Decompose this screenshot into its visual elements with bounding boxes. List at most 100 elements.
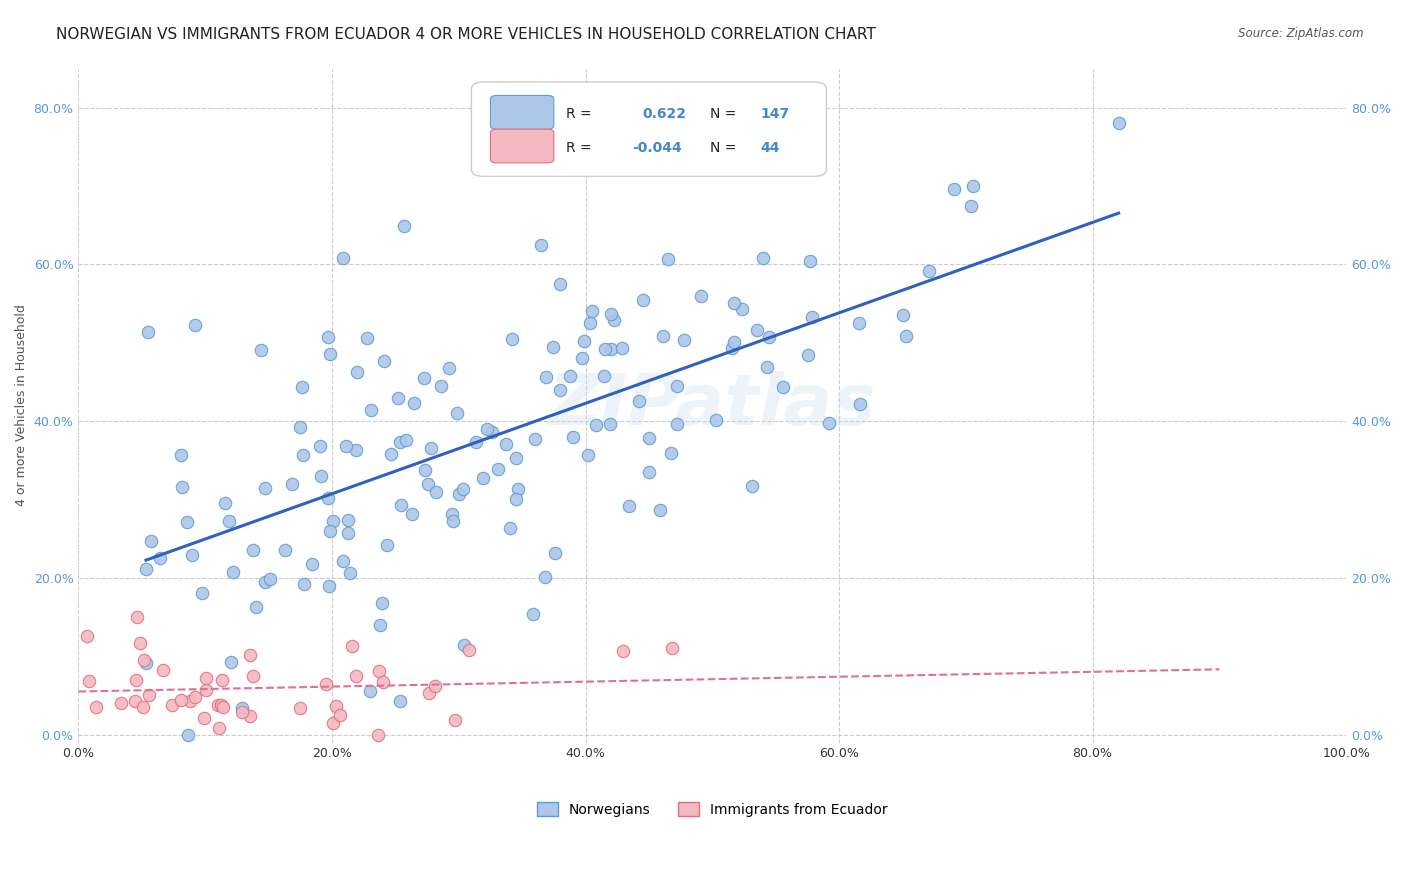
Point (475, 422, 498, 436)
Point (395, 434, 418, 448)
Text: 44: 44 (761, 141, 780, 155)
Point (291, 448, 314, 462)
Point (665, 378, 688, 392)
Point (253, 574, 276, 589)
Point (316, 491, 339, 505)
Point (170, 480, 193, 494)
Point (444, 714, 467, 728)
Point (288, 701, 311, 715)
Point (84, 699, 107, 714)
Point (239, 709, 262, 723)
Point (136, 325, 159, 339)
Point (219, 655, 242, 669)
FancyBboxPatch shape (491, 129, 554, 163)
Point (231, 700, 253, 714)
Point (571, 351, 593, 365)
Point (457, 643, 479, 657)
Point (375, 538, 398, 552)
Text: Source: ZipAtlas.com: Source: ZipAtlas.com (1239, 27, 1364, 40)
Point (848, 316, 870, 330)
Point (207, 698, 229, 712)
Point (373, 354, 395, 368)
Point (498, 521, 520, 535)
Point (209, 698, 232, 713)
Point (152, 663, 174, 677)
Text: 147: 147 (761, 107, 790, 121)
Point (638, 431, 661, 445)
Point (576, 448, 599, 462)
Point (274, 542, 297, 557)
Point (193, 711, 215, 725)
Point (446, 406, 468, 420)
Point (447, 487, 470, 501)
Point (291, 380, 314, 394)
Text: N =: N = (710, 141, 737, 155)
Point (651, 328, 673, 343)
Point (380, 447, 402, 461)
Point (332, 252, 354, 266)
Point (339, 566, 361, 581)
Point (170, 693, 193, 707)
Point (579, 316, 602, 330)
Point (797, 348, 820, 362)
Point (77, 674, 100, 689)
Point (508, 483, 530, 497)
Point (756, 360, 779, 375)
Point (214, 496, 236, 510)
Point (548, 383, 571, 397)
Point (599, 417, 621, 431)
Point (110, 697, 132, 711)
Point (125, 610, 148, 624)
Point (574, 334, 596, 348)
Point (648, 503, 671, 517)
Text: NORWEGIAN VS IMMIGRANTS FROM ECUADOR 4 OR MORE VEHICLES IN HOUSEHOLD CORRELATION: NORWEGIAN VS IMMIGRANTS FROM ECUADOR 4 O… (56, 27, 876, 42)
Point (603, 312, 626, 326)
Point (242, 669, 264, 683)
Point (730, 302, 752, 317)
Point (180, 548, 202, 562)
Point (418, 685, 440, 699)
Point (627, 394, 650, 409)
Point (891, 308, 914, 322)
Point (250, 343, 273, 358)
Point (752, 252, 775, 266)
Point (184, 690, 207, 705)
Point (610, 341, 633, 355)
FancyBboxPatch shape (471, 82, 827, 177)
Point (534, 570, 557, 584)
Point (322, 514, 344, 528)
Point (672, 333, 695, 347)
Point (441, 514, 464, 528)
Point (218, 514, 240, 528)
Point (360, 402, 382, 417)
Point (619, 499, 641, 513)
Point (690, 289, 713, 303)
Point (290, 420, 312, 434)
Point (344, 442, 367, 457)
Point (423, 680, 446, 694)
Point (430, 378, 453, 392)
Point (413, 462, 436, 476)
Point (943, 182, 966, 196)
Point (585, 418, 607, 433)
Point (581, 303, 603, 318)
Point (76, 629, 98, 643)
Point (309, 469, 332, 483)
Point (322, 715, 344, 730)
Point (135, 656, 157, 670)
Point (332, 554, 354, 568)
Point (231, 705, 253, 719)
Point (548, 277, 571, 292)
Point (176, 515, 198, 529)
Point (592, 368, 614, 383)
Y-axis label: 4 or more Vehicles in Household: 4 or more Vehicles in Household (15, 304, 28, 507)
Point (222, 565, 245, 579)
Point (190, 586, 212, 600)
Point (346, 364, 368, 378)
Point (758, 330, 780, 344)
Point (259, 572, 281, 586)
Point (253, 481, 276, 495)
Point (425, 485, 447, 500)
Point (368, 664, 391, 678)
Point (211, 673, 233, 687)
